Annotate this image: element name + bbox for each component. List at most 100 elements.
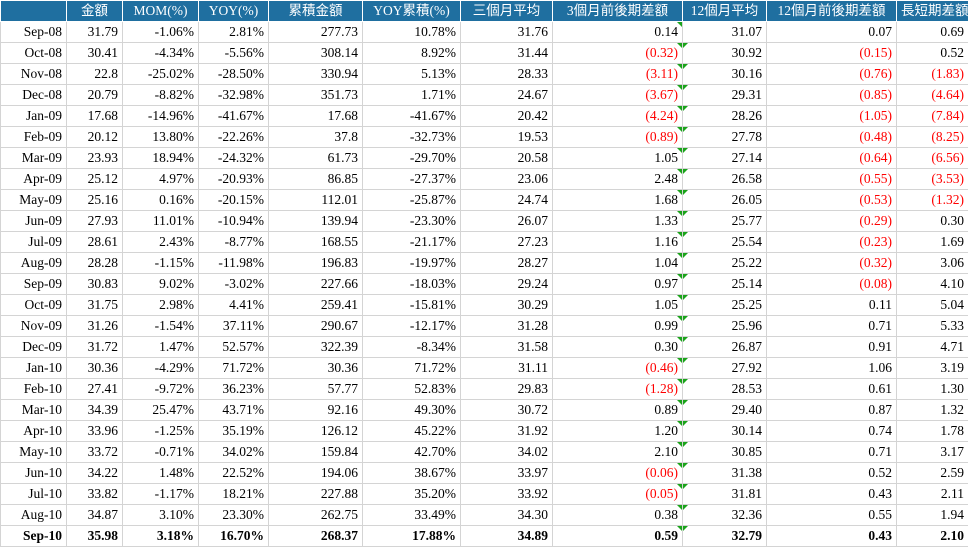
cell-mom[interactable]: -1.17% [123,484,199,505]
cell-amount[interactable]: 33.96 [67,421,123,442]
cell-12m-avg[interactable]: 26.87 [683,337,767,358]
cell-yoy-cumulative[interactable]: -41.67% [363,106,461,127]
cell-yoy-cumulative[interactable]: 35.20% [363,484,461,505]
cell-3m-avg[interactable]: 31.58 [461,337,553,358]
cell-3m-avg[interactable]: 19.53 [461,127,553,148]
cell-yoy-cumulative[interactable]: -25.87% [363,190,461,211]
cell-month[interactable]: Nov-09 [1,316,67,337]
cell-month[interactable]: Jun-10 [1,463,67,484]
cell-12m-diff[interactable]: (0.64) [767,148,897,169]
cell-month[interactable]: Apr-09 [1,169,67,190]
cell-month[interactable]: Dec-09 [1,337,67,358]
cell-12m-avg[interactable]: 30.16 [683,64,767,85]
cell-cumulative[interactable]: 322.39 [269,337,363,358]
cell-long-short-diff[interactable]: 4.71 [897,337,968,358]
cell-month[interactable]: Sep-10 [1,526,67,547]
cell-12m-diff[interactable]: (0.85) [767,85,897,106]
cell-12m-avg[interactable]: 25.22 [683,253,767,274]
cell-3m-avg[interactable]: 30.29 [461,295,553,316]
cell-amount[interactable]: 34.39 [67,400,123,421]
cell-3m-avg[interactable]: 28.27 [461,253,553,274]
cell-month[interactable]: Mar-10 [1,400,67,421]
cell-12m-diff[interactable]: 0.55 [767,505,897,526]
cell-mom[interactable]: 11.01% [123,211,199,232]
cell-cumulative[interactable]: 351.73 [269,85,363,106]
cell-12m-avg[interactable]: 31.81 [683,484,767,505]
cell-amount[interactable]: 34.22 [67,463,123,484]
cell-3m-diff[interactable]: 1.04 [553,253,683,274]
header-mom[interactable]: MOM(%) [123,1,199,22]
cell-long-short-diff[interactable]: 2.59 [897,463,968,484]
cell-month[interactable]: Feb-09 [1,127,67,148]
cell-yoy[interactable]: 4.41% [199,295,269,316]
cell-3m-avg[interactable]: 34.89 [461,526,553,547]
cell-3m-avg[interactable]: 27.23 [461,232,553,253]
cell-12m-avg[interactable]: 26.58 [683,169,767,190]
cell-long-short-diff[interactable]: (6.56) [897,148,968,169]
cell-3m-diff[interactable]: (1.28) [553,379,683,400]
cell-yoy-cumulative[interactable]: 1.71% [363,85,461,106]
cell-12m-diff[interactable]: (0.55) [767,169,897,190]
header-amount[interactable]: 金額 [67,1,123,22]
cell-3m-diff[interactable]: (0.46) [553,358,683,379]
cell-yoy[interactable]: 52.57% [199,337,269,358]
cell-amount[interactable]: 33.72 [67,442,123,463]
cell-12m-diff[interactable]: 0.87 [767,400,897,421]
cell-long-short-diff[interactable]: 5.04 [897,295,968,316]
cell-long-short-diff[interactable]: (3.53) [897,169,968,190]
cell-yoy[interactable]: -32.98% [199,85,269,106]
cell-12m-diff[interactable]: 0.07 [767,22,897,43]
cell-12m-avg[interactable]: 31.38 [683,463,767,484]
cell-long-short-diff[interactable]: 1.94 [897,505,968,526]
corner-cell[interactable] [1,1,67,22]
cell-amount[interactable]: 31.79 [67,22,123,43]
cell-cumulative[interactable]: 126.12 [269,421,363,442]
cell-month[interactable]: Oct-09 [1,295,67,316]
cell-yoy-cumulative[interactable]: -18.03% [363,274,461,295]
cell-mom[interactable]: -4.29% [123,358,199,379]
cell-3m-avg[interactable]: 34.30 [461,505,553,526]
cell-yoy[interactable]: 36.23% [199,379,269,400]
cell-amount[interactable]: 20.12 [67,127,123,148]
cell-cumulative[interactable]: 262.75 [269,505,363,526]
cell-yoy[interactable]: 37.11% [199,316,269,337]
cell-yoy-cumulative[interactable]: 10.78% [363,22,461,43]
cell-12m-avg[interactable]: 30.14 [683,421,767,442]
cell-12m-avg[interactable]: 25.54 [683,232,767,253]
cell-3m-diff[interactable]: 0.97 [553,274,683,295]
cell-long-short-diff[interactable]: 4.10 [897,274,968,295]
cell-cumulative[interactable]: 61.73 [269,148,363,169]
cell-month[interactable]: Jan-09 [1,106,67,127]
cell-3m-diff[interactable]: 2.10 [553,442,683,463]
cell-yoy-cumulative[interactable]: -29.70% [363,148,461,169]
cell-12m-diff[interactable]: 0.43 [767,484,897,505]
cell-yoy[interactable]: -22.26% [199,127,269,148]
cell-yoy[interactable]: -3.02% [199,274,269,295]
cell-12m-diff[interactable]: 0.74 [767,421,897,442]
cell-long-short-diff[interactable]: 2.10 [897,526,968,547]
cell-yoy-cumulative[interactable]: -23.30% [363,211,461,232]
cell-mom[interactable]: 4.97% [123,169,199,190]
cell-mom[interactable]: 0.16% [123,190,199,211]
cell-12m-diff[interactable]: 0.11 [767,295,897,316]
cell-3m-diff[interactable]: (0.89) [553,127,683,148]
cell-long-short-diff[interactable]: 3.19 [897,358,968,379]
cell-long-short-diff[interactable]: 0.69 [897,22,968,43]
cell-cumulative[interactable]: 330.94 [269,64,363,85]
cell-3m-avg[interactable]: 26.07 [461,211,553,232]
cell-amount[interactable]: 28.61 [67,232,123,253]
cell-long-short-diff[interactable]: (1.83) [897,64,968,85]
cell-12m-diff[interactable]: 0.43 [767,526,897,547]
cell-3m-diff[interactable]: 0.59 [553,526,683,547]
cell-3m-diff[interactable]: 2.48 [553,169,683,190]
cell-month[interactable]: Aug-09 [1,253,67,274]
cell-12m-avg[interactable]: 25.77 [683,211,767,232]
cell-yoy-cumulative[interactable]: 8.92% [363,43,461,64]
cell-12m-diff[interactable]: 0.61 [767,379,897,400]
cell-cumulative[interactable]: 168.55 [269,232,363,253]
cell-3m-diff[interactable]: (0.05) [553,484,683,505]
cell-3m-diff[interactable]: 1.16 [553,232,683,253]
cell-mom[interactable]: -1.25% [123,421,199,442]
cell-cumulative[interactable]: 268.37 [269,526,363,547]
cell-12m-diff[interactable]: (0.48) [767,127,897,148]
